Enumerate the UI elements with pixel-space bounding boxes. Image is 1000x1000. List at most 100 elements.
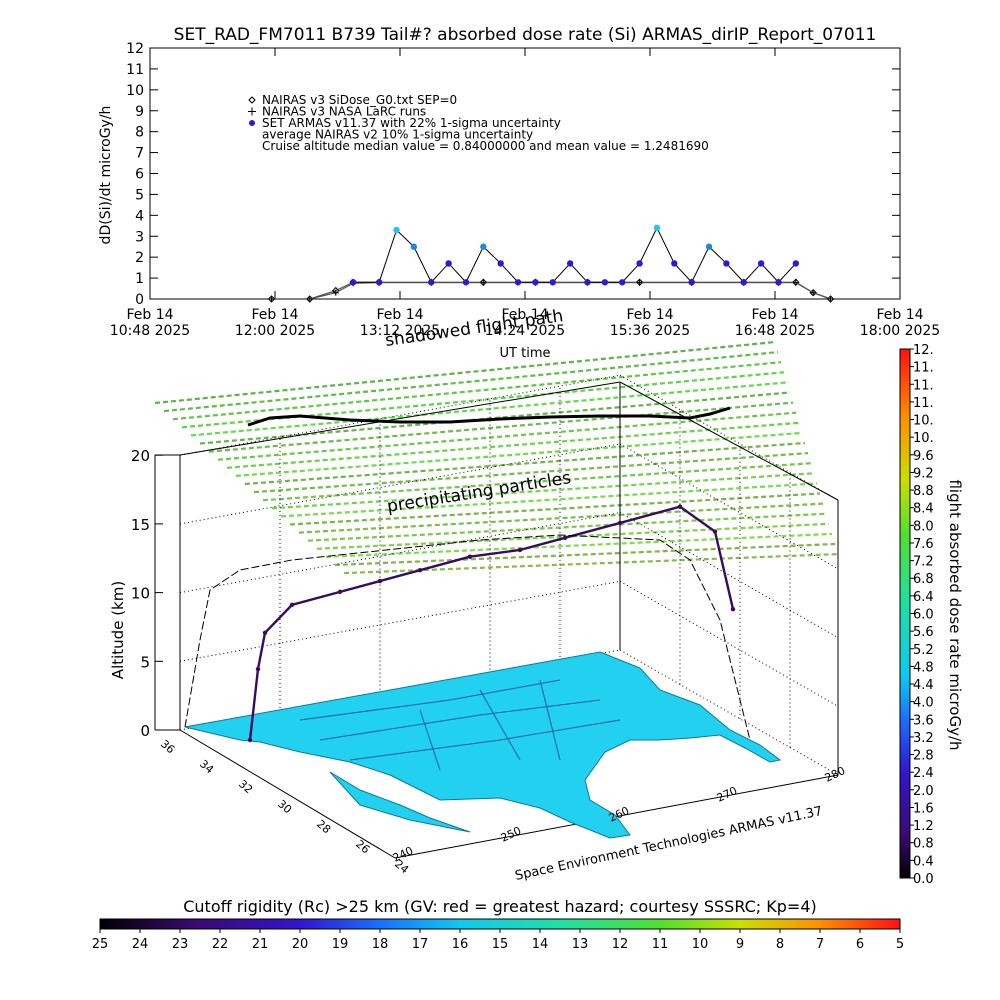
latitude-tick-label: 26 (353, 837, 372, 856)
armas-point (497, 260, 504, 267)
map-land-area (184, 651, 782, 839)
back-wall-grid-line (179, 580, 621, 662)
altitude-axis-label: Altitude (km) (109, 581, 127, 679)
precip-line (226, 421, 800, 469)
right-colorbar-tick-label: 0.8 (913, 837, 934, 852)
top-x-axis-label: UT time (500, 346, 551, 361)
back-wall-grid-line (179, 374, 621, 456)
armas-point (792, 260, 800, 267)
armas-point (462, 279, 470, 286)
floor-front-left-edge (179, 729, 396, 859)
bottom-colorbar-tick-label: 22 (212, 937, 229, 952)
nairas-larc-point (268, 296, 275, 302)
bottom-colorbar-tick-label: 14 (532, 937, 549, 952)
x-tick-label-date: Feb 14 (376, 307, 423, 323)
right-colorbar-tick-label: 9.2 (913, 466, 934, 481)
bottom-colorbar-tick-label: 6 (856, 937, 864, 952)
armas-point (566, 260, 574, 267)
right-colorbar-tick-label: 1.2 (913, 819, 934, 834)
altitude-axis: 0 5 10 15 20 (131, 447, 163, 740)
armas-point (445, 260, 452, 267)
right-top-edge (619, 381, 839, 501)
y-tick-label: 4 (135, 208, 144, 224)
bottom-colorbar-tick-label: 19 (332, 937, 349, 952)
legend-text: Cruise altitude median value = 0.8400000… (262, 139, 709, 153)
right-colorbar-tick-label: 0.0 (913, 872, 934, 887)
bottom-colorbar (99, 918, 901, 930)
bottom-colorbar-tick-label: 16 (452, 937, 469, 952)
right-colorbar-ticks: 0.0 0.4 0.8 1.2 1.6 2.0 2.4 2.8 3.2 3.6 4.0 4.4 4.8 5… (910, 343, 934, 887)
right-colorbar-tick-label: 8.4 (913, 502, 934, 517)
y-tick-label: 1 (135, 271, 144, 287)
legend-plus-icon (248, 107, 256, 116)
flight-track-line (248, 505, 735, 741)
nairas-larc-point (636, 279, 643, 286)
x-tick-label-date: Feb 14 (251, 307, 298, 323)
right-colorbar-tick-label: 6.4 (913, 590, 934, 605)
precip-line (334, 542, 836, 567)
top-series-layer (267, 224, 835, 303)
precip-line (217, 411, 797, 461)
armas-point (549, 279, 556, 286)
right-colorbar-tick-label: 0.4 (913, 854, 934, 869)
y-tick-label: 2 (135, 250, 144, 266)
precip-line (253, 452, 809, 494)
y-tick-label: 11 (126, 62, 144, 78)
y-tick-label: 7 (135, 146, 144, 162)
right-colorbar-tick-label: 6.8 (913, 572, 934, 587)
legend-text: NAIRAS v3 NASA LaRC runs (262, 105, 426, 119)
nairas-larc-point (827, 296, 834, 302)
right-colorbar-tick-label: 3.6 (913, 713, 934, 728)
armas-point (740, 279, 747, 286)
back-top-edge (179, 381, 621, 456)
x-tick-label-time: 12:00 2025 (235, 323, 315, 339)
x-tick-label-time: 13:12 2025 (360, 323, 440, 339)
armas-point (775, 279, 782, 286)
altitude-tick-label: 10 (131, 585, 150, 603)
bottom-colorbar-tick-label: 24 (132, 937, 149, 952)
longitude-tick-label: 280 (823, 764, 848, 785)
latitude-tick-label: 30 (275, 797, 294, 816)
bottom-colorbar-tick-label: 25 (92, 937, 109, 952)
bottom-colorbar-tick-label: 9 (736, 937, 744, 952)
right-colorbar-label: flight absorbed dose rate microGy/h (946, 479, 964, 750)
right-colorbar (899, 348, 911, 879)
y-tick-label: 9 (135, 104, 144, 120)
y-tick-label: 5 (135, 187, 144, 203)
top-y-axis-label: dD(Si)/dt microGy/h (98, 106, 114, 245)
right-colorbar-tick-label: 2.0 (913, 784, 934, 799)
top-plot-border (149, 47, 901, 300)
x-tick-label-date: Feb 14 (501, 307, 548, 323)
armas-point (410, 243, 418, 250)
armas-point (480, 243, 487, 250)
latitude-tick-label: 28 (314, 817, 333, 836)
latitude-tick-label: 34 (197, 757, 216, 776)
right-colorbar-tick-label: 2.4 (913, 766, 934, 781)
right-colorbar-tick-label: 5.6 (913, 625, 934, 640)
nairas-larc-point (332, 289, 339, 296)
precip-line (280, 482, 818, 518)
right-colorbar-tick-label: 4.0 (913, 696, 934, 711)
armas-point (514, 279, 522, 286)
right-colorbar-tick-label: 2.8 (913, 749, 934, 764)
x-tick-label-date: Feb 14 (126, 307, 173, 323)
y-tick-label: 3 (135, 229, 144, 245)
x-tick-label-time: 18:00 2025 (860, 323, 940, 339)
right-colorbar-tick-label: 11. (913, 396, 934, 411)
latitude-tick-label: 36 (158, 737, 177, 756)
bottom-colorbar-tick-label: 7 (816, 937, 824, 952)
legend-text: NAIRAS v3 SiDose_G0.txt SEP=0 (262, 93, 457, 107)
latitude-tick-label: 32 (236, 777, 255, 796)
bottom-colorbar-tick-label: 18 (372, 937, 389, 952)
bottom-colorbar-tick-label: 13 (572, 937, 589, 952)
longitude-tick-label: 250 (499, 824, 524, 845)
right-colorbar-tick-label: 8.8 (913, 484, 934, 499)
altitude-tick-label: 20 (131, 447, 150, 465)
legend-dot-icon (249, 120, 255, 126)
nairas-larc-point (810, 289, 817, 296)
armas-point (705, 243, 713, 250)
right-colorbar-tick-label: 3.2 (913, 731, 934, 746)
